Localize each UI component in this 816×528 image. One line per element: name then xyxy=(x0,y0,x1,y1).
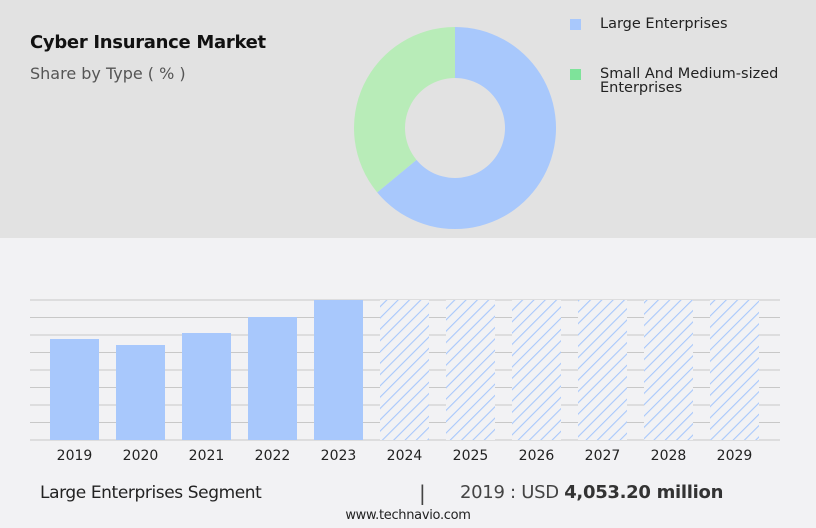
x-axis-label: 2027 xyxy=(585,448,621,464)
forecast-bar xyxy=(710,300,759,440)
segment-value-amount: 4,053.20 million xyxy=(564,482,724,503)
legend-label-line1: Small And Medium-sized xyxy=(600,66,779,82)
x-axis-label: 2029 xyxy=(717,448,753,464)
source-url: www.technavio.com xyxy=(345,508,471,523)
x-axis-label: 2025 xyxy=(453,448,489,464)
bar-chart: 2019 2020 2021 2022 2023 2024 2025 2026 2027 2028… xyxy=(30,299,780,464)
forecast-bar xyxy=(578,300,627,440)
bar xyxy=(314,300,363,440)
x-axis-label: 2024 xyxy=(387,448,423,464)
forecast-bar xyxy=(512,300,561,440)
bar xyxy=(116,345,165,440)
legend-label: Large Enterprises xyxy=(600,16,728,32)
x-axis-label: 2023 xyxy=(321,448,357,464)
segment-label: Large Enterprises Segment xyxy=(40,483,262,503)
footer-separator: | xyxy=(419,481,426,505)
bars xyxy=(50,300,759,440)
segment-value: 2019 : USD 4,053.20 million xyxy=(460,482,723,503)
bar xyxy=(50,338,99,440)
x-axis-label: 2026 xyxy=(519,448,555,464)
x-axis-label: 2020 xyxy=(123,448,159,464)
donut-slice xyxy=(377,27,556,229)
chart-title: Cyber Insurance Market xyxy=(30,32,266,53)
legend-item-sme: Small And Medium-sized Enterprises xyxy=(570,64,778,95)
x-axis-labels: 2019 2020 2021 2022 2023 2024 2025 2026 2027 2028… xyxy=(57,448,753,464)
legend-label-line2: Enterprises xyxy=(600,80,683,96)
x-axis-label: 2028 xyxy=(651,448,687,464)
legend-item-large-enterprises: Large Enterprises xyxy=(570,14,728,31)
bar xyxy=(248,316,297,440)
x-axis-label: 2019 xyxy=(57,448,93,464)
x-axis-label: 2021 xyxy=(189,448,225,464)
forecast-bar xyxy=(644,300,693,440)
forecast-bar xyxy=(446,300,495,440)
legend-swatch-icon xyxy=(570,69,581,80)
donut-chart xyxy=(354,27,556,229)
legend-swatch-icon xyxy=(570,19,581,30)
chart-subtitle: Share by Type ( % ) xyxy=(30,64,186,83)
bar xyxy=(182,332,231,440)
x-axis-label: 2022 xyxy=(255,448,291,464)
segment-value-prefix: 2019 : USD xyxy=(460,482,565,503)
donut-slice xyxy=(354,27,455,193)
forecast-bar xyxy=(380,300,429,440)
legend-label: Small And Medium-sized Enterprises xyxy=(600,64,779,96)
